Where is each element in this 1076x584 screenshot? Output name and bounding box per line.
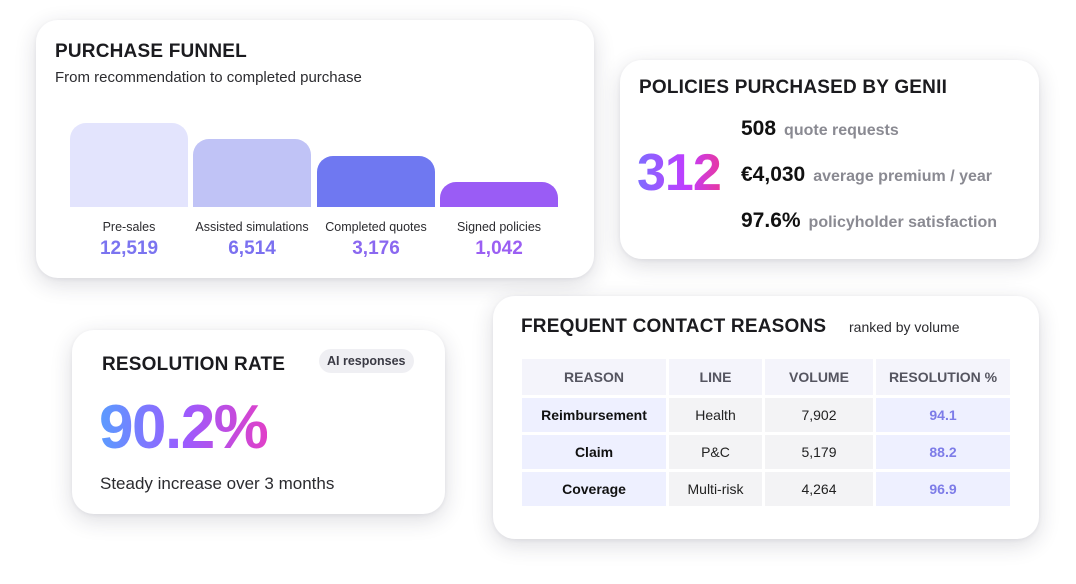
funnel-bar-assisted-simulations [193, 138, 311, 207]
purchase-funnel-card: PURCHASE FUNNEL From recommendation to c… [36, 20, 594, 278]
column-header-volume: VOLUME [765, 359, 873, 395]
table-row: Coverage Multi-risk 4,264 96.9 [522, 472, 1010, 506]
policies-purchased-card: POLICIES PURCHASED BY GENII 312 508 quote… [620, 60, 1039, 259]
table-row: Reimbursement Health 7,902 94.1 [522, 398, 1010, 432]
cell-volume: 7,902 [765, 398, 873, 432]
funnel-stage-value: 1,042 [475, 238, 523, 259]
funnel-bar-completed-quotes [317, 155, 435, 207]
funnel-stage-value: 12,519 [99, 238, 159, 259]
table-header-row: REASON LINE VOLUME RESOLUTION % [522, 359, 1010, 395]
cell-reason: Reimbursement [522, 398, 666, 432]
cell-line: Multi-risk [669, 472, 762, 506]
stat-value: 97.6% [741, 209, 801, 232]
policies-title: POLICIES PURCHASED BY GENII [639, 77, 948, 98]
cell-line: Health [669, 398, 762, 432]
stat-label: policyholder satisfaction [808, 214, 998, 231]
resolution-note: Steady increase over 3 months [100, 474, 335, 493]
cell-resolution: 88.2 [876, 435, 1010, 469]
stat-value: €4,030 [741, 163, 806, 186]
funnel-subtitle: From recommendation to completed purchas… [55, 69, 362, 86]
resolution-title: RESOLUTION RATE [102, 354, 286, 375]
column-header-resolution: RESOLUTION % [876, 359, 1010, 395]
resolution-rate-card: RESOLUTION RATE AI responses 90.2% Stead… [72, 330, 445, 514]
funnel-bar-signed-policies [440, 182, 558, 207]
stat-label: quote requests [784, 122, 899, 139]
stat-label: average premium / year [813, 168, 992, 185]
column-header-line: LINE [669, 359, 762, 395]
contact-reasons-card: FREQUENT CONTACT REASONS ranked by volum… [493, 296, 1039, 539]
column-header-reason: REASON [522, 359, 666, 395]
funnel-title: PURCHASE FUNNEL [55, 41, 247, 62]
cell-resolution: 94.1 [876, 398, 1010, 432]
funnel-stage-label: Assisted simulations [195, 220, 309, 234]
contacts-title: FREQUENT CONTACT REASONS [521, 316, 827, 337]
stat-quote-requests: 508 quote requests [741, 117, 899, 141]
table-row: Claim P&C 5,179 88.2 [522, 435, 1010, 469]
resolution-rate-value: 90.2% [99, 393, 269, 462]
ranked-by-volume-label: ranked by volume [849, 319, 960, 335]
stat-policyholder-satisfaction: 97.6% policyholder satisfaction [741, 209, 997, 233]
funnel-stage-label: Completed quotes [325, 220, 427, 234]
funnel-bar-pre-sales [70, 123, 188, 207]
cell-reason: Coverage [522, 472, 666, 506]
funnel-stage-value: 6,514 [228, 238, 276, 259]
ai-responses-badge: AI responses [319, 349, 414, 373]
funnel-stage-label: Pre-sales [102, 220, 156, 234]
cell-reason: Claim [522, 435, 666, 469]
stat-value: 508 [741, 117, 777, 140]
funnel-stage-value: 3,176 [352, 238, 400, 259]
cell-volume: 4,264 [765, 472, 873, 506]
policies-count: 312 [637, 144, 722, 202]
cell-volume: 5,179 [765, 435, 873, 469]
funnel-stage-label: Signed policies [456, 220, 542, 234]
stat-average-premium: €4,030 average premium / year [741, 163, 992, 187]
contact-reasons-table: REASON LINE VOLUME RESOLUTION % Reimburs… [519, 356, 1013, 509]
cell-resolution: 96.9 [876, 472, 1010, 506]
cell-line: P&C [669, 435, 762, 469]
